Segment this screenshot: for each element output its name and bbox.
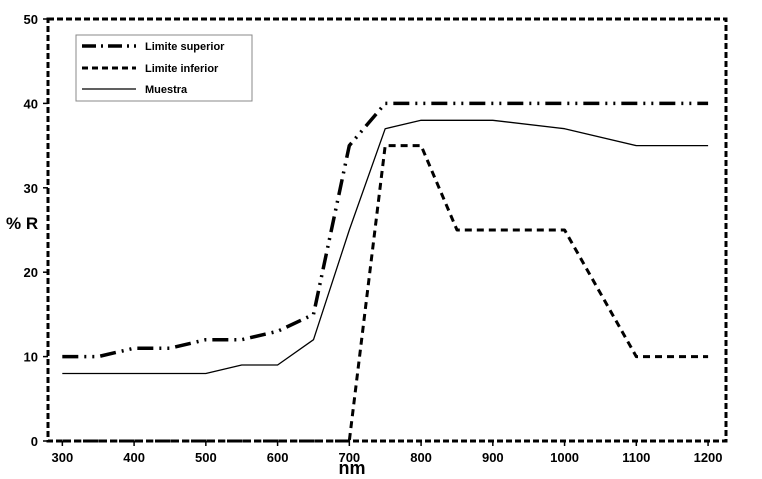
y-tick-label: 40 <box>24 96 38 111</box>
x-tick-label: 1100 <box>622 450 650 465</box>
legend-label-limite-inferior: Limite inferior <box>145 63 219 75</box>
x-tick-label: 500 <box>195 450 217 465</box>
x-tick-label: 1000 <box>550 450 579 465</box>
plot-border <box>46 17 728 443</box>
x-axis-label: nm <box>339 458 366 478</box>
y-tick-label: 0 <box>31 434 38 449</box>
series-line-muestra <box>62 119 709 375</box>
series-line-limite-inferior <box>62 144 709 443</box>
x-tick-label: 300 <box>51 450 73 465</box>
y-tick-label: 30 <box>24 181 38 196</box>
legend-label-muestra: Muestra <box>145 84 188 96</box>
y-tick-label: 20 <box>24 265 38 280</box>
series-line-limite-superior <box>62 101 709 359</box>
x-tick-label: 1200 <box>694 450 723 465</box>
legend: Limite superior Limite inferior Muestra <box>75 34 253 102</box>
y-axis-ticks: 0 10 20 30 40 50 <box>24 12 48 449</box>
legend-label-limite-superior: Limite superior <box>145 41 225 53</box>
x-axis-ticks: 300 400 500 600 700 800 900 1000 1100 1200 <box>51 441 723 465</box>
y-axis-label: % R <box>6 214 38 233</box>
x-tick-label: 700 <box>338 450 360 465</box>
y-tick-label: 50 <box>24 12 38 27</box>
x-tick-label: 900 <box>482 450 504 465</box>
y-tick-label: 10 <box>24 350 38 365</box>
series-layer <box>62 101 709 443</box>
x-tick-label: 800 <box>410 450 432 465</box>
x-tick-label: 600 <box>267 450 289 465</box>
x-tick-label: 400 <box>123 450 145 465</box>
